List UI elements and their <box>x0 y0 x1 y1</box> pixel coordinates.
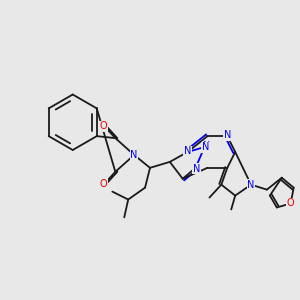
Text: O: O <box>100 179 107 189</box>
Text: N: N <box>203 141 210 151</box>
Text: N: N <box>202 142 209 152</box>
Text: O: O <box>287 199 295 208</box>
Text: N: N <box>224 130 231 140</box>
Text: N: N <box>248 180 255 190</box>
Text: N: N <box>184 146 191 156</box>
Text: N: N <box>193 164 200 174</box>
Text: N: N <box>130 150 138 160</box>
Text: O: O <box>100 121 107 131</box>
